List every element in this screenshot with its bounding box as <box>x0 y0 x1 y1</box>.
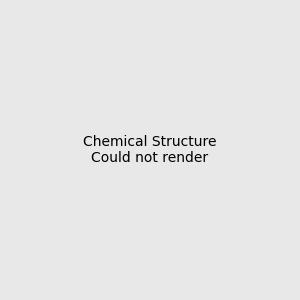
Text: Chemical Structure
Could not render: Chemical Structure Could not render <box>83 135 217 165</box>
